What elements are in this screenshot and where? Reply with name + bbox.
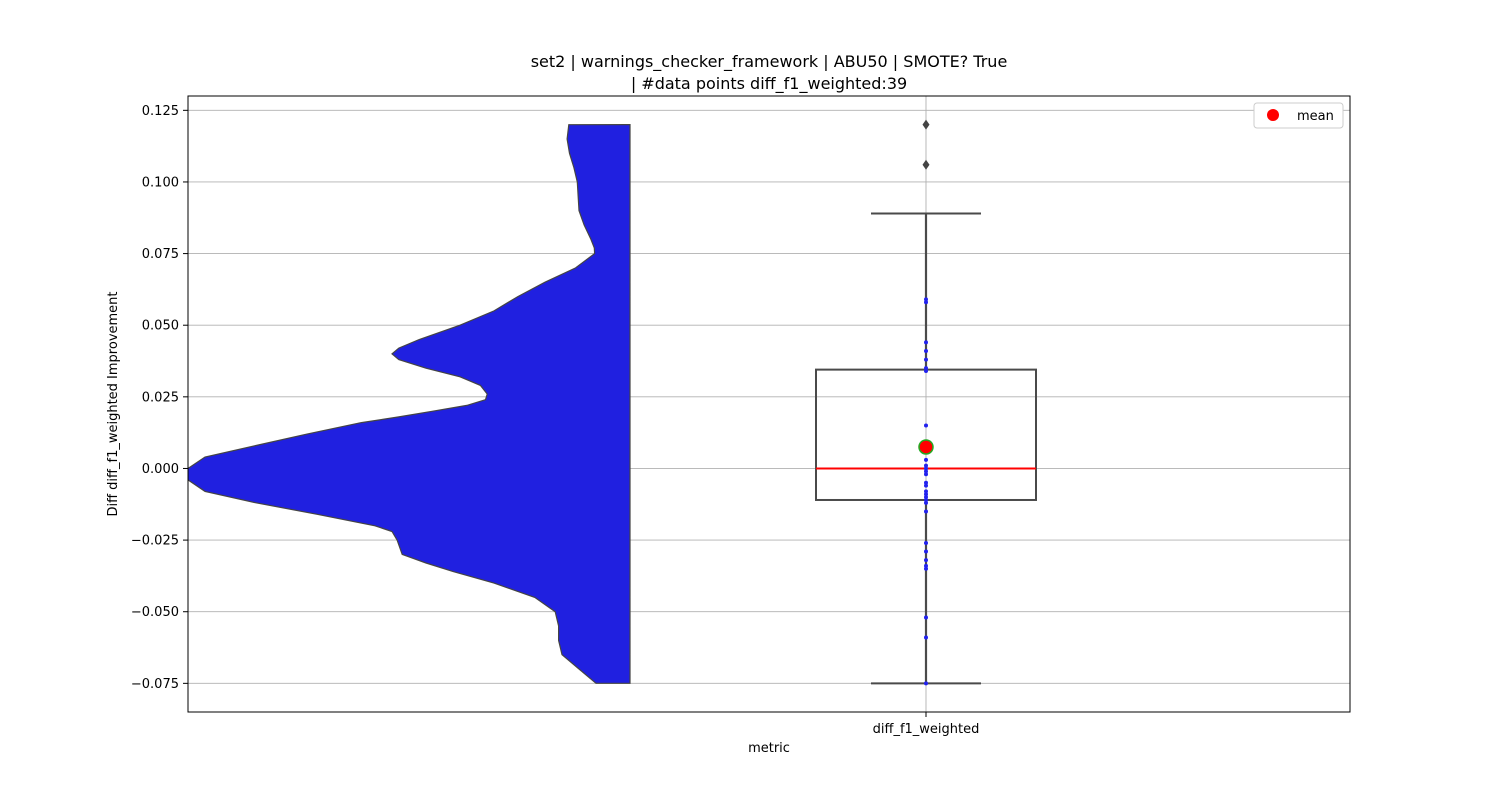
- y-tick-label: 0.050: [142, 319, 179, 334]
- data-point: [924, 615, 928, 620]
- legend-mean-marker: [1267, 109, 1279, 121]
- legend-frame: [1253, 102, 1344, 129]
- y-tick-label: −0.050: [131, 605, 179, 620]
- data-point: [924, 357, 928, 362]
- y-axis-ticks: −0.075 −0.050 −0.025 0.000 0.025 0.050 0.075 0.…: [131, 104, 188, 692]
- plot-frame: [187, 95, 1351, 713]
- violin: [188, 124, 631, 684]
- data-point: [924, 369, 928, 374]
- data-point: [924, 558, 928, 563]
- data-point: [924, 549, 928, 554]
- data-point: [924, 348, 928, 353]
- data-point: [924, 492, 928, 497]
- data-point: [924, 563, 928, 568]
- x-axis-label: metric: [748, 741, 790, 756]
- data-point: [924, 635, 928, 640]
- data-point: [924, 500, 928, 505]
- y-tick-label: 0.125: [142, 104, 179, 119]
- y-tick-label: −0.075: [131, 677, 179, 692]
- violin-shape: [188, 124, 631, 684]
- data-point: [924, 366, 928, 371]
- data-point: [924, 497, 928, 502]
- data-point: [924, 681, 928, 686]
- flier-marker: [922, 119, 930, 130]
- y-axis-label: Diff diff_f1_weighted Improvement: [106, 291, 121, 516]
- gridlines: [188, 96, 1350, 712]
- chart-title-line2: | #data points diff_f1_weighted:39: [631, 74, 907, 94]
- data-points: [918, 297, 934, 686]
- y-tick-label: 0.075: [142, 247, 179, 262]
- data-point: [924, 457, 928, 462]
- legend-mean-label: mean: [1297, 109, 1334, 124]
- data-point: [924, 423, 928, 428]
- data-point: [924, 472, 928, 477]
- chart-title-line1: set2 | warnings_checker_framework | ABU5…: [531, 52, 1008, 72]
- data-point: [924, 463, 928, 468]
- data-point: [924, 483, 928, 488]
- data-point: [924, 466, 928, 471]
- data-point: [924, 540, 928, 545]
- x-tick-label: diff_f1_weighted: [873, 722, 980, 737]
- data-point: [924, 509, 928, 514]
- mean-marker: [918, 439, 934, 455]
- y-tick-label: 0.000: [142, 462, 179, 477]
- data-point: [924, 469, 928, 474]
- y-tick-label: −0.025: [131, 534, 179, 549]
- y-tick-label: 0.025: [142, 390, 179, 405]
- legend: mean: [1253, 102, 1344, 129]
- x-axis-ticks: diff_f1_weighted: [873, 712, 980, 737]
- data-point: [924, 566, 928, 571]
- flier-marker: [922, 159, 930, 170]
- data-point: [924, 300, 928, 305]
- data-point: [924, 297, 928, 302]
- y-tick-label: 0.100: [142, 175, 179, 190]
- data-point: [924, 340, 928, 345]
- data-point: [924, 489, 928, 494]
- data-point: [924, 495, 928, 500]
- data-point: [924, 480, 928, 485]
